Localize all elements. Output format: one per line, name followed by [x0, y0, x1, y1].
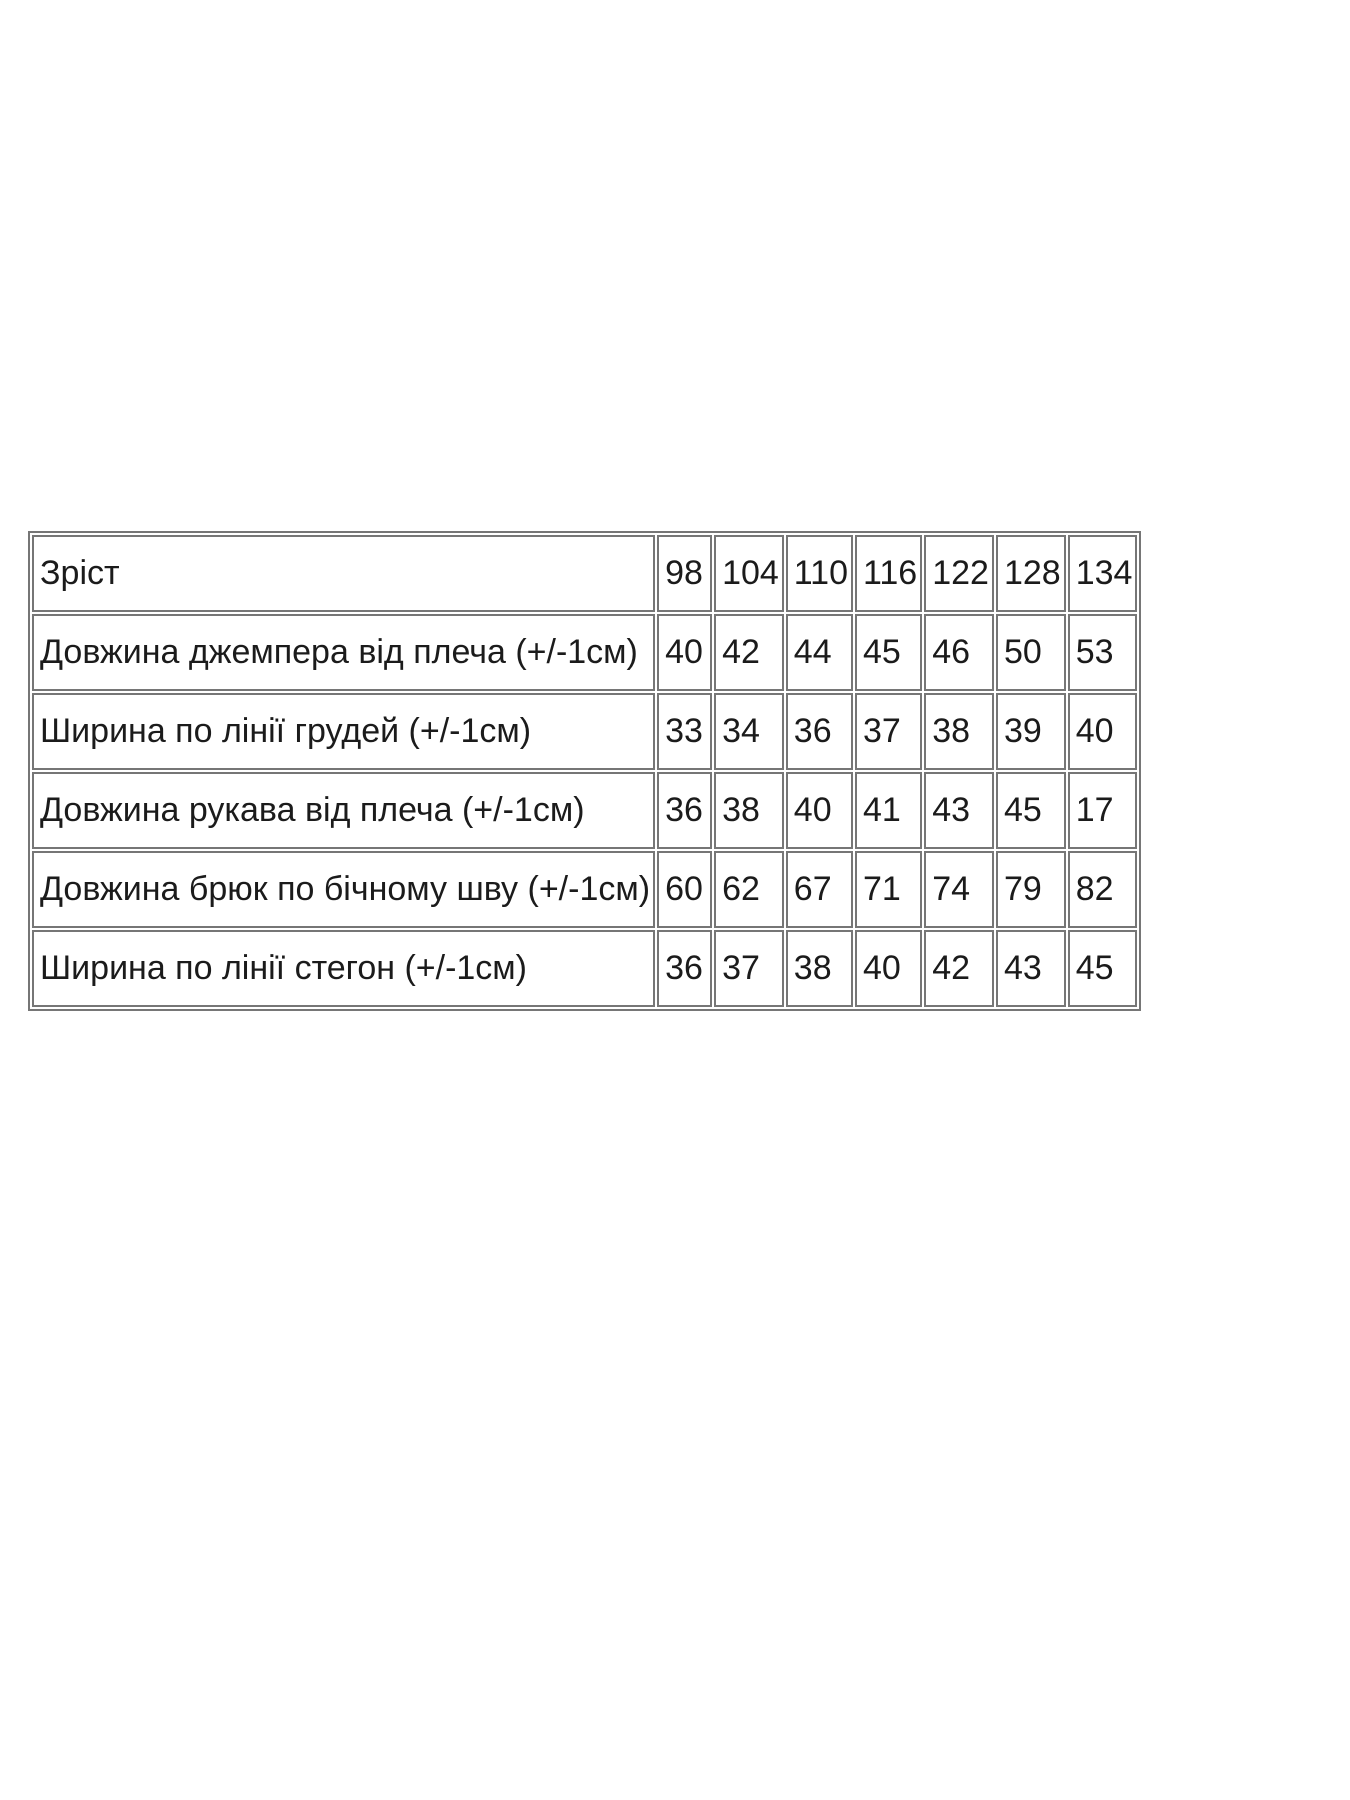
row-label: Довжина рукава від плеча (+/-1см) — [32, 772, 656, 849]
table-row: Зріст 98 104 110 116 122 128 134 — [32, 535, 1138, 612]
table-row: Довжина джемпера від плеча (+/-1см) 40 4… — [32, 614, 1138, 691]
row-label: Ширина по лінії грудей (+/-1см) — [32, 693, 656, 770]
value-cell: 17 — [1067, 772, 1138, 849]
value-cell: 98 — [657, 535, 713, 612]
value-cell: 45 — [1067, 930, 1138, 1007]
value-cell: 41 — [855, 772, 923, 849]
value-cell: 33 — [657, 693, 713, 770]
value-cell: 37 — [714, 930, 784, 1007]
value-cell: 36 — [785, 693, 854, 770]
size-chart-table: Зріст 98 104 110 116 122 128 134 Довжина… — [28, 531, 1142, 1011]
value-cell: 42 — [714, 614, 784, 691]
value-cell: 82 — [1067, 851, 1138, 928]
row-label: Довжина брюк по бічному шву (+/-1см) — [32, 851, 656, 928]
value-cell: 40 — [785, 772, 854, 849]
value-cell: 67 — [785, 851, 854, 928]
value-cell: 134 — [1067, 535, 1138, 612]
value-cell: 40 — [657, 614, 713, 691]
row-label: Довжина джемпера від плеча (+/-1см) — [32, 614, 656, 691]
value-cell: 71 — [855, 851, 923, 928]
value-cell: 53 — [1067, 614, 1138, 691]
value-cell: 43 — [995, 930, 1066, 1007]
value-cell: 39 — [995, 693, 1066, 770]
value-cell: 38 — [714, 772, 784, 849]
value-cell: 44 — [785, 614, 854, 691]
value-cell: 45 — [995, 772, 1066, 849]
row-label: Ширина по лінії стегон (+/-1см) — [32, 930, 656, 1007]
value-cell: 40 — [1067, 693, 1138, 770]
value-cell: 46 — [924, 614, 994, 691]
value-cell: 60 — [657, 851, 713, 928]
value-cell: 37 — [855, 693, 923, 770]
value-cell: 36 — [657, 772, 713, 849]
value-cell: 38 — [924, 693, 994, 770]
row-label: Зріст — [32, 535, 656, 612]
value-cell: 34 — [714, 693, 784, 770]
value-cell: 104 — [714, 535, 784, 612]
value-cell: 74 — [924, 851, 994, 928]
table-row: Довжина рукава від плеча (+/-1см) 36 38 … — [32, 772, 1138, 849]
value-cell: 110 — [785, 535, 854, 612]
value-cell: 43 — [924, 772, 994, 849]
table-row: Довжина брюк по бічному шву (+/-1см) 60 … — [32, 851, 1138, 928]
value-cell: 36 — [657, 930, 713, 1007]
value-cell: 116 — [855, 535, 923, 612]
value-cell: 128 — [995, 535, 1066, 612]
table-row: Ширина по лінії грудей (+/-1см) 33 34 36… — [32, 693, 1138, 770]
value-cell: 122 — [924, 535, 994, 612]
size-chart: Зріст 98 104 110 116 122 128 134 Довжина… — [28, 531, 1142, 1011]
value-cell: 79 — [995, 851, 1066, 928]
value-cell: 40 — [855, 930, 923, 1007]
table-row: Ширина по лінії стегон (+/-1см) 36 37 38… — [32, 930, 1138, 1007]
value-cell: 38 — [785, 930, 854, 1007]
value-cell: 50 — [995, 614, 1066, 691]
value-cell: 45 — [855, 614, 923, 691]
value-cell: 42 — [924, 930, 994, 1007]
value-cell: 62 — [714, 851, 784, 928]
